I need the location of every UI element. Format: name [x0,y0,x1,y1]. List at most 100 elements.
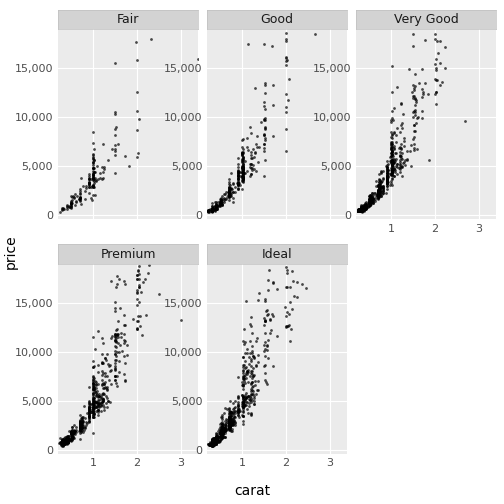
Point [282,311,290,320]
Point [226,408,234,416]
Point [89,403,97,411]
Point [357,207,365,215]
Point [62,435,70,443]
Point [355,205,363,213]
Point [208,439,216,448]
Point [362,200,370,208]
Point [89,377,97,385]
Point [247,362,255,370]
Point [208,438,216,446]
Point [367,191,375,199]
Point [211,435,219,443]
Point [208,437,216,445]
Point [384,182,392,190]
Point [101,354,109,362]
Point [77,414,85,422]
Point [248,383,256,391]
Point [384,174,392,182]
Point [206,440,214,449]
Point [245,372,254,380]
Point [234,175,242,183]
Point [366,195,374,203]
Point [431,88,439,96]
Point [58,436,67,444]
Point [238,171,246,179]
Point [239,403,247,411]
Point [433,37,442,45]
Point [228,419,236,427]
Point [359,201,367,209]
Point [215,437,223,446]
Point [221,417,229,425]
Point [240,340,248,348]
Point [90,394,98,402]
Point [356,207,364,215]
Point [248,366,256,374]
Point [218,429,226,437]
Point [95,399,103,407]
Point [357,205,365,213]
Point [365,199,373,207]
Point [78,420,86,428]
Point [386,157,394,165]
Point [208,441,216,449]
Point [241,157,249,165]
Point [354,206,362,214]
Point [218,425,226,433]
Point [218,430,226,438]
Point [216,432,224,440]
Point [208,439,216,447]
Point [90,174,98,182]
Point [234,184,242,193]
Point [388,163,396,171]
Point [216,201,224,209]
Point [208,440,216,448]
Point [211,437,219,446]
Point [97,392,105,400]
Point [388,161,396,169]
Point [89,167,97,175]
Point [264,276,272,284]
Point [66,436,74,444]
Point [90,385,98,393]
Point [383,172,391,180]
Point [255,289,263,297]
Point [89,398,97,406]
Point [70,428,78,436]
Point [235,413,243,421]
Point [249,354,258,362]
Point [209,437,217,445]
Point [242,297,250,305]
Point [378,183,386,191]
Point [226,412,234,420]
Point [208,205,216,213]
Point [59,438,67,446]
Point [226,414,234,422]
Point [89,192,97,200]
Point [78,419,86,427]
Point [92,389,100,397]
Point [357,206,365,214]
Point [85,413,93,421]
Point [208,438,216,447]
Point [361,205,369,213]
Point [58,440,67,448]
Point [238,136,246,144]
Point [396,161,404,169]
Point [220,190,228,198]
Point [60,438,68,446]
Point [374,187,382,196]
Point [69,429,77,437]
Point [225,191,233,199]
Point [99,395,107,403]
Point [383,163,391,171]
Point [238,165,246,173]
Point [234,392,242,400]
Point [238,169,246,177]
Point [251,361,260,369]
Point [239,167,247,175]
Point [136,281,144,289]
Point [85,407,93,415]
Point [225,423,233,431]
Point [213,437,221,445]
